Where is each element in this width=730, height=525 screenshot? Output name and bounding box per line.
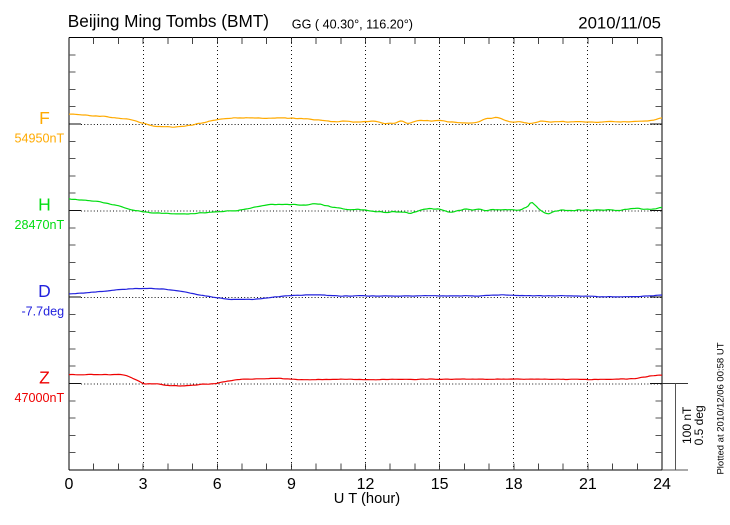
- svg-text:21: 21: [579, 476, 597, 493]
- svg-text:24: 24: [653, 476, 671, 493]
- svg-text:D: D: [38, 281, 51, 301]
- svg-text:6: 6: [213, 476, 222, 493]
- svg-text:18: 18: [505, 476, 523, 493]
- svg-text:H: H: [38, 195, 51, 215]
- svg-text:15: 15: [431, 476, 449, 493]
- svg-text:12: 12: [357, 476, 375, 493]
- svg-text:0.5 deg: 0.5 deg: [692, 405, 706, 445]
- svg-text:F: F: [39, 108, 50, 128]
- svg-text:U T (hour): U T (hour): [334, 491, 400, 507]
- svg-text:54950nT: 54950nT: [14, 132, 64, 146]
- svg-text:Plotted at 2010/12/06 00:58 UT: Plotted at 2010/12/06 00:58 UT: [716, 342, 727, 474]
- svg-text:28470nT: 28470nT: [14, 218, 64, 232]
- svg-text:100 nT: 100 nT: [680, 406, 694, 444]
- svg-text:3: 3: [139, 476, 148, 493]
- svg-text:Z: Z: [39, 368, 50, 388]
- svg-text:Beijing Ming Tombs (BMT): Beijing Ming Tombs (BMT): [68, 11, 269, 31]
- svg-text:2010/11/05: 2010/11/05: [578, 14, 661, 33]
- svg-text:GG ( 40.30°, 116.20°): GG ( 40.30°, 116.20°): [292, 18, 413, 32]
- svg-text:9: 9: [287, 476, 296, 493]
- svg-text:0: 0: [65, 476, 74, 493]
- svg-text:47000nT: 47000nT: [14, 391, 64, 405]
- svg-text:-7.7deg: -7.7deg: [21, 305, 64, 319]
